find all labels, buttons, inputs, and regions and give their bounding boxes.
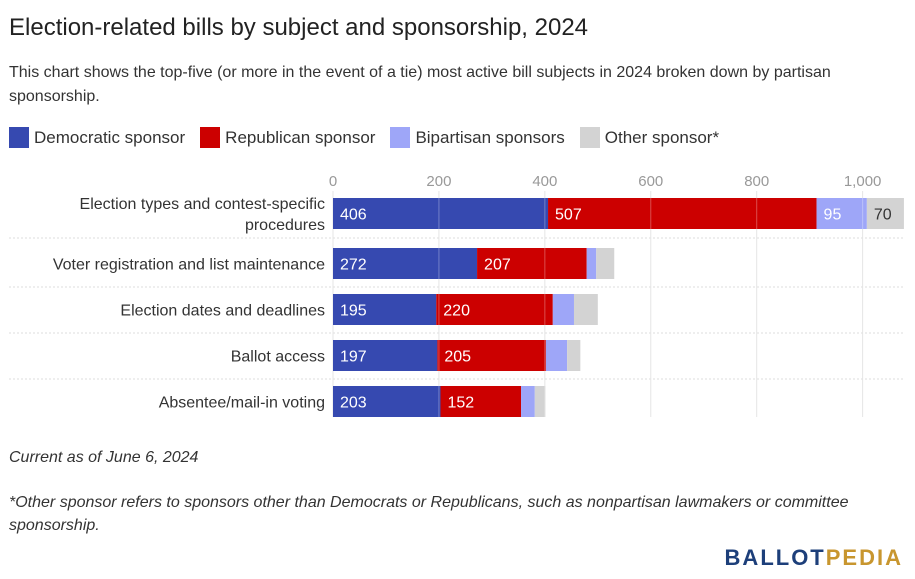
category-label: Voter registration and list maintenance bbox=[53, 257, 325, 274]
stacked-bar-chart: 0 200 400 600 800 1,000 406 507 95 70 Election typ… bbox=[9, 173, 905, 417]
legend-swatch bbox=[9, 127, 29, 148]
category-label: procedures bbox=[245, 217, 325, 234]
legend-swatch bbox=[579, 127, 600, 148]
data-label: 272 bbox=[340, 257, 367, 274]
data-label: 507 bbox=[555, 207, 582, 224]
data-label: 95 bbox=[824, 207, 842, 224]
legend-label: Democratic sponsor bbox=[34, 127, 186, 147]
category-label: Ballot access bbox=[231, 349, 325, 366]
bar-segment bbox=[437, 340, 546, 371]
x-tick-label: 800 bbox=[744, 173, 769, 190]
legend-label: Republican sponsor bbox=[225, 127, 376, 147]
legend-item: Other sponsor* bbox=[579, 127, 720, 148]
bar-segment bbox=[596, 248, 615, 279]
bar-segment bbox=[816, 198, 867, 229]
legend: Democratic sponsor Republican sponsor Bipa… bbox=[9, 127, 734, 148]
legend-item: Republican sponsor bbox=[200, 127, 375, 148]
legend-label: Bipartisan sponsors bbox=[415, 127, 565, 147]
bar-segment bbox=[866, 198, 904, 229]
chart-subtitle: This chart shows the top-five (or more i… bbox=[9, 64, 831, 105]
data-label: 152 bbox=[448, 395, 475, 412]
chart-title: Election-related bills by subject and sp… bbox=[9, 14, 589, 41]
data-label: 220 bbox=[443, 303, 470, 320]
x-tick-label: 200 bbox=[426, 173, 451, 190]
bar-segment bbox=[567, 340, 581, 371]
bar-segment bbox=[545, 340, 568, 371]
data-label: 205 bbox=[444, 349, 471, 366]
x-tick-label: 0 bbox=[329, 173, 337, 190]
bar-segment bbox=[477, 248, 587, 279]
data-label: 207 bbox=[484, 257, 511, 274]
legend-label: Other sponsor* bbox=[604, 127, 720, 147]
x-tick-label: 1,000 bbox=[844, 173, 882, 190]
bar-segment bbox=[333, 198, 549, 229]
category-label: Absentee/mail-in voting bbox=[159, 395, 325, 412]
category-label: Election types and contest-specific bbox=[80, 196, 325, 213]
date-note: Current as of June 6, 2024 bbox=[9, 449, 199, 466]
logo-text-pedia: PEDIA bbox=[825, 545, 903, 570]
legend-swatch bbox=[200, 127, 221, 148]
bar-segment bbox=[573, 294, 598, 325]
legend-swatch bbox=[390, 127, 411, 148]
data-label: 70 bbox=[874, 207, 892, 224]
data-label: 195 bbox=[340, 303, 367, 320]
category-label: Election dates and deadlines bbox=[120, 303, 325, 320]
ballotpedia-logo: BALLOTPEDIA bbox=[725, 545, 903, 571]
data-label: 197 bbox=[340, 349, 367, 366]
bar-segment bbox=[521, 386, 535, 417]
x-tick-label: 400 bbox=[532, 173, 557, 190]
logo-text-ballot: BALLOT bbox=[724, 545, 826, 570]
x-tick-label: 600 bbox=[638, 173, 663, 190]
data-label: 203 bbox=[340, 395, 367, 412]
bar-segment bbox=[548, 198, 817, 229]
legend-item: Bipartisan sponsors bbox=[390, 127, 565, 148]
bar-segment bbox=[436, 294, 553, 325]
bar-segment bbox=[552, 294, 574, 325]
legend-item: Democratic sponsor bbox=[9, 127, 185, 148]
bar-segment bbox=[333, 340, 438, 371]
bar-segment bbox=[333, 248, 478, 279]
footnote: *Other sponsor refers to sponsors other … bbox=[9, 494, 849, 534]
bar-segment bbox=[534, 386, 546, 417]
bar-segment bbox=[333, 386, 441, 417]
bar-segment bbox=[586, 248, 597, 279]
bar-segment bbox=[440, 386, 522, 417]
bar-segment bbox=[333, 294, 437, 325]
data-label: 406 bbox=[340, 207, 367, 224]
